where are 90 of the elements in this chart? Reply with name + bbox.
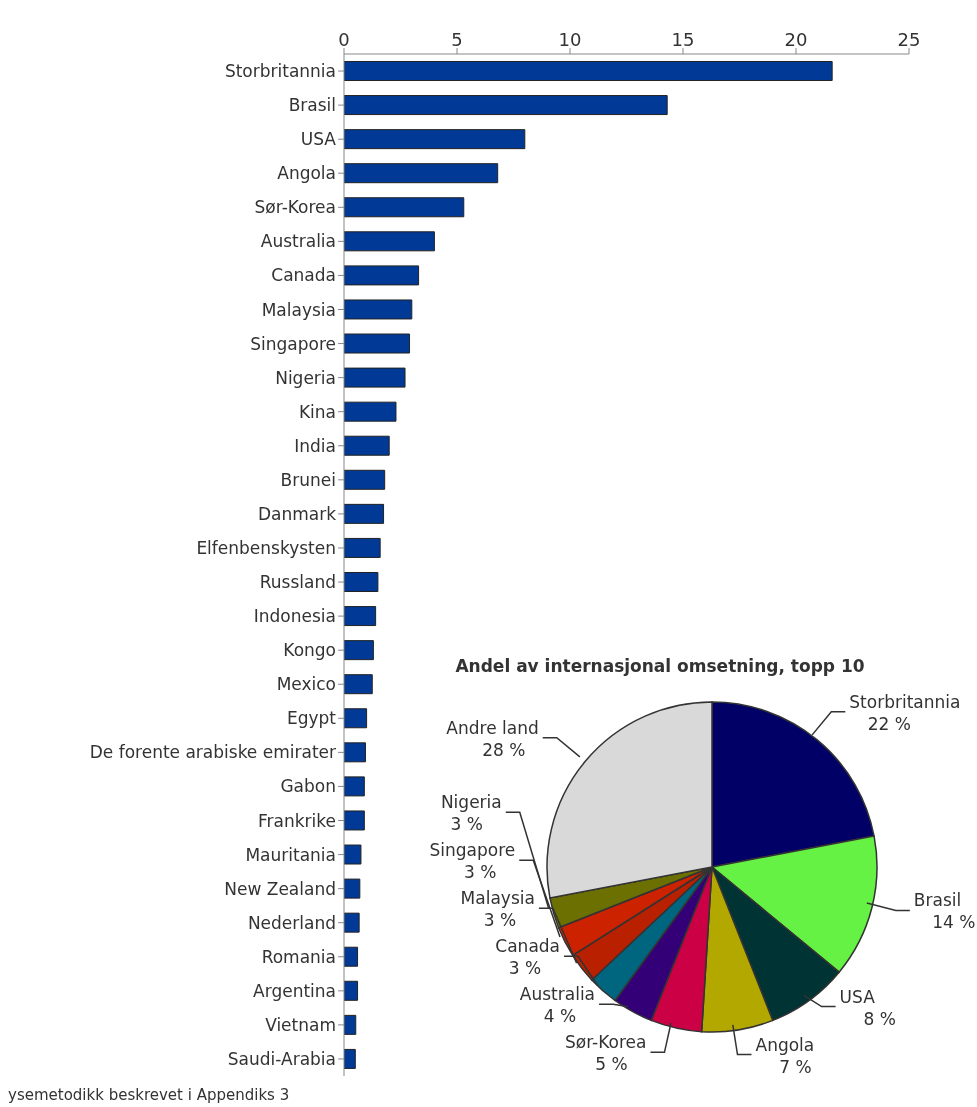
bar [344, 60, 833, 81]
y-tick-label: Gabon [280, 776, 336, 797]
y-tick-label: Nederland [247, 912, 336, 933]
bar [344, 333, 411, 354]
bar [344, 163, 499, 184]
bar [344, 1014, 357, 1035]
x-tick-label: 25 [897, 29, 921, 50]
bar [344, 469, 386, 490]
bar [344, 844, 362, 865]
slice-label: Angola [755, 1034, 815, 1055]
data-label: 3 % [483, 910, 517, 931]
slice-label: Storbritannia [849, 691, 961, 712]
y-tick-label: Russland [259, 572, 336, 593]
bar [344, 197, 465, 218]
bar [344, 674, 373, 695]
y-tick-label: India [294, 435, 336, 456]
y-tick-label: New Zealand [224, 878, 336, 899]
y-tick-label: Malaysia [261, 299, 336, 320]
x-tick-label: 20 [784, 29, 808, 50]
y-tick-label: Kongo [283, 640, 336, 661]
bar [344, 537, 381, 558]
y-tick-label: Australia [260, 231, 336, 252]
y-tick-label: USA [300, 129, 337, 150]
slice-label: USA [839, 986, 876, 1007]
bar [344, 1048, 356, 1069]
y-tick-label: Indonesia [253, 606, 336, 627]
bar [344, 980, 359, 1001]
data-label: 3 % [450, 814, 483, 835]
y-tick-label: Argentina [253, 980, 336, 1001]
bar [344, 435, 390, 456]
y-tick-label: Frankrike [258, 810, 336, 831]
y-tick-label: Danmark [257, 503, 337, 524]
data-label: 3 % [508, 958, 542, 979]
bar [344, 742, 366, 763]
bar [344, 640, 374, 661]
data-label: 3 % [464, 862, 497, 883]
bar [344, 946, 359, 967]
y-tick-label: Sør-Korea [254, 197, 336, 218]
data-label: 14 % [932, 912, 976, 933]
bar [344, 299, 413, 320]
chart-title: Andel av internasjonal omsetning, topp 10 [454, 656, 866, 676]
slice-label: Sør-Korea [565, 1032, 647, 1053]
slice-label: Nigeria [440, 792, 502, 813]
bar [344, 776, 365, 797]
data-label: 8 % [863, 1008, 896, 1029]
slice-label: Australia [519, 984, 596, 1005]
y-tick-label: Romania [261, 946, 336, 967]
y-tick-label: Vietnam [265, 1014, 336, 1035]
y-tick-label: Kina [298, 401, 336, 422]
data-label: 22 % [867, 713, 911, 734]
data-label: 7 % [779, 1056, 812, 1077]
bar [344, 606, 377, 627]
bar [344, 231, 435, 252]
bar [344, 708, 368, 729]
text: ysemetodikk beskrevet i Appendiks 3 [8, 1086, 290, 1104]
slice-label: Andre land [446, 717, 539, 738]
y-tick-label: Egypt [286, 708, 337, 729]
bar [344, 878, 361, 899]
x-tick-label: 10 [558, 29, 582, 50]
bar [344, 503, 385, 524]
x-tick-label: 0 [338, 29, 350, 50]
bar [344, 401, 397, 422]
bar [344, 129, 526, 150]
y-tick-label: Brunei [280, 469, 336, 490]
y-tick-label: Nigeria [275, 367, 336, 388]
data-label: 5 % [595, 1054, 628, 1075]
data-label: 4 % [543, 1006, 577, 1027]
y-tick-label: Storbritannia [224, 61, 336, 82]
y-tick-label: Elfenbenskysten [196, 538, 336, 558]
slice-label: Malaysia [460, 888, 535, 909]
data-label: 28 % [482, 739, 526, 760]
slice-label: Singapore [429, 840, 516, 861]
slice-label: Canada [495, 936, 561, 957]
bar [344, 810, 365, 831]
y-tick-label: Singapore [250, 333, 336, 354]
bar [344, 367, 406, 388]
x-tick-label: 5 [451, 29, 463, 50]
y-tick-label: Mexico [276, 674, 336, 695]
slice-label: Brasil [913, 890, 962, 911]
y-tick-label: Brasil [288, 95, 336, 116]
bar [344, 265, 420, 286]
y-tick-label: De forente arabiske emirater [89, 742, 337, 763]
x-tick-label: 15 [671, 29, 695, 50]
bar [344, 571, 379, 592]
y-tick-label: Saudi-Arabia [227, 1049, 336, 1069]
bar [344, 912, 360, 933]
y-tick-label: Canada [271, 265, 336, 286]
y-tick-label: Mauritania [245, 844, 336, 865]
bar [344, 95, 668, 116]
y-tick-label: Angola [277, 163, 336, 184]
